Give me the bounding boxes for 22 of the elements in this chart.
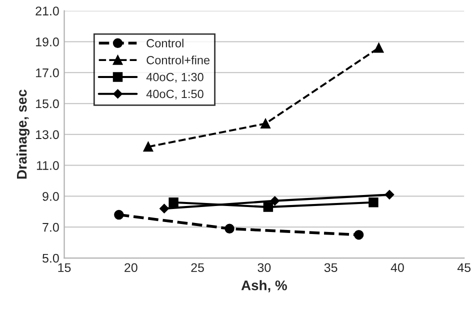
x-tick-label: 20	[124, 263, 138, 272]
x-tick-label: 25	[191, 263, 204, 272]
y-tick-label: 19.0	[36, 38, 59, 46]
y-tick-label: 15.0	[36, 99, 59, 108]
y-axis-title: Drainage, sec	[16, 90, 30, 179]
x-tick-label: 40	[390, 263, 404, 272]
legend-label: Control+fine	[146, 56, 210, 64]
y-tick-label: 5.0	[42, 254, 59, 263]
legend-label: Control	[146, 38, 184, 48]
x-tick-label: 45	[457, 263, 471, 272]
x-tick-label: 35	[324, 263, 338, 272]
y-tick-label: 9.0	[42, 192, 59, 201]
y-tick-label: 13.0	[36, 130, 59, 140]
y-tick-label: 21.0	[36, 6, 59, 16]
y-tick-label: 7.0	[42, 222, 59, 232]
legend-label: 40oC, 1:30	[146, 72, 204, 83]
x-tick-label: 15	[58, 263, 71, 272]
x-axis-title: Ash, %	[241, 280, 287, 292]
x-tick-label: 30	[258, 263, 271, 272]
y-tick-label: 17.0	[36, 68, 59, 78]
legend-label: 40oC, 1:50	[146, 90, 204, 100]
y-tick-label: 11.0	[36, 161, 59, 170]
